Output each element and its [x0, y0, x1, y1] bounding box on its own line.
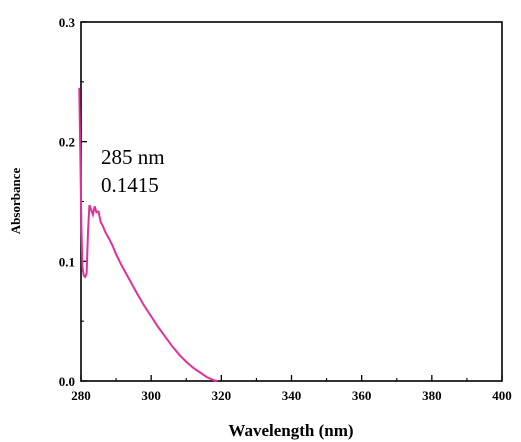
- x-tick-label: 360: [352, 388, 372, 403]
- plot-frame: [80, 21, 503, 382]
- x-tick-label: 300: [141, 388, 161, 403]
- y-tick-label: 0.1: [59, 254, 75, 269]
- axis-ticks: [80, 21, 503, 382]
- y-tick-label: 0.0: [59, 374, 75, 389]
- x-axis-title: Wavelength (nm): [228, 421, 353, 440]
- y-axis-title: Absorbance: [8, 168, 23, 235]
- y-tick-label: 0.2: [59, 135, 75, 150]
- x-tick-label: 340: [282, 388, 302, 403]
- absorbance-series-line: [78, 87, 218, 382]
- annotation-wavelength: 285 nm: [101, 145, 165, 169]
- tick-labels: 280 300 320 340 360 380 400 0.0 0.1 0.2 0.3: [59, 15, 512, 403]
- x-tick-label: 380: [422, 388, 442, 403]
- x-tick-label: 280: [71, 388, 91, 403]
- annotation-absorbance: 0.1415: [101, 173, 159, 197]
- x-tick-label: 400: [492, 388, 512, 403]
- x-tick-label: 320: [212, 388, 232, 403]
- y-tick-label: 0.3: [59, 15, 76, 30]
